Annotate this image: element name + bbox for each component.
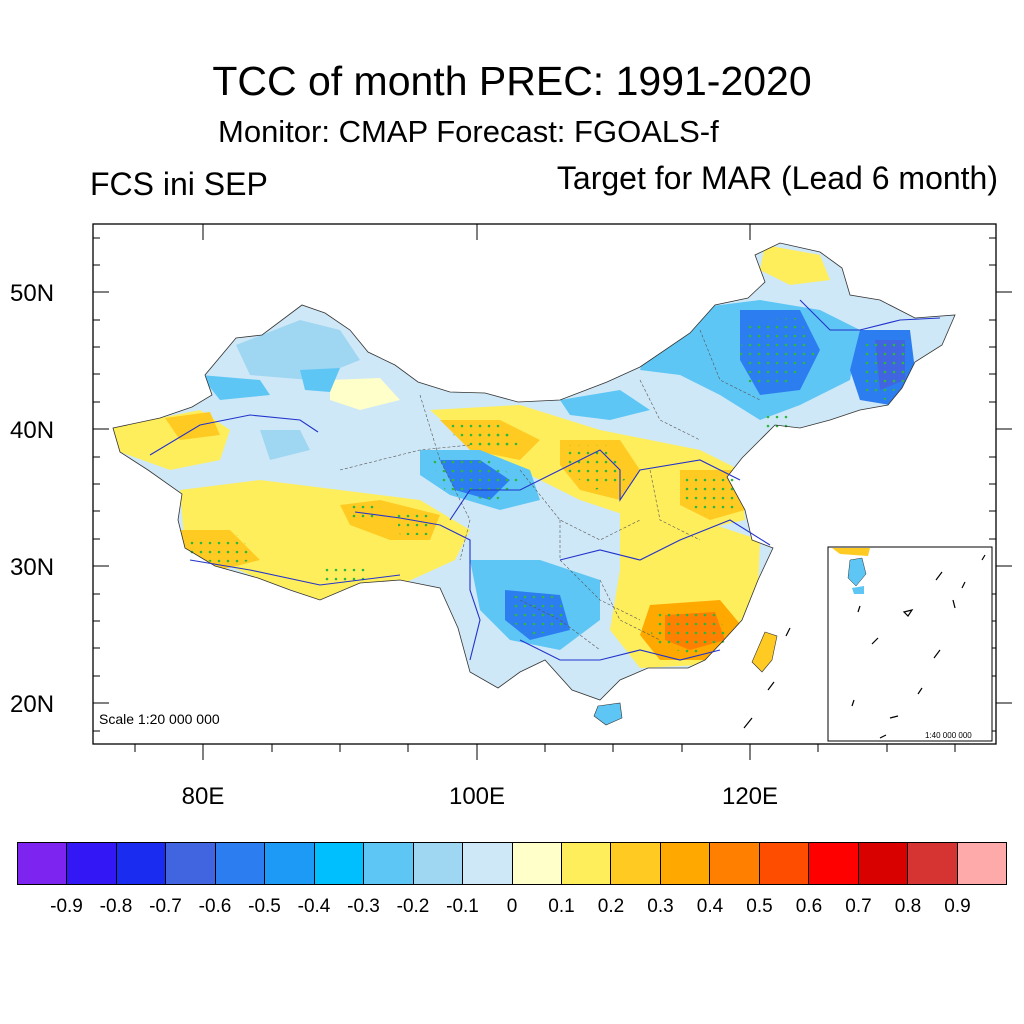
colorbar-tick-label: 0.6 (795, 896, 823, 917)
colorbar-segment (364, 843, 414, 884)
china-outline (112, 242, 956, 701)
colorbar-tick-label: 0.2 (597, 896, 625, 917)
colorbar-tick-label: 0.4 (696, 896, 724, 917)
lat-label-30n: 30N (10, 554, 55, 581)
colorbar-segment (957, 843, 1007, 884)
colorbar-segment (660, 843, 711, 884)
colorbar-segment (413, 843, 464, 884)
taiwan-island (751, 631, 778, 673)
colorbar-tick-label: -0.7 (149, 896, 182, 917)
colorbar-tick-label: 0.7 (845, 896, 872, 917)
colorbar-segment (67, 843, 117, 884)
map-title: TCC of month PREC: 1991-2020 (212, 58, 812, 104)
lon-label-100e: 100E (448, 783, 506, 810)
colorbar-segment (759, 843, 810, 884)
colorbar-segment (809, 843, 859, 884)
colorbar-segment (166, 843, 216, 884)
colorbar-segment (314, 843, 365, 884)
colorbar-tick-label: -0.3 (347, 896, 380, 917)
rivers (149, 299, 941, 661)
initialization-label: FCS ini SEP (90, 166, 268, 202)
colorbar-segment (710, 843, 760, 884)
colorbar-segment (215, 843, 266, 884)
significance-stippling (185, 318, 905, 655)
lon-label-80e: 80E (181, 783, 225, 810)
target-label: Target for MAR (Lead 6 month) (556, 160, 998, 196)
colorbar-tick-label: -0.9 (50, 896, 83, 917)
colorbar-segment (858, 843, 909, 884)
colorbar-tick-label: -0.5 (248, 896, 281, 917)
colorbar-segment (116, 843, 167, 884)
colorbar (17, 842, 1007, 885)
colorbar-segment (18, 843, 68, 884)
lat-label-40n: 40N (10, 417, 55, 444)
colorbar-tick-label: -0.4 (297, 896, 331, 917)
colorbar-segment (512, 843, 562, 884)
colorbar-segment (908, 843, 958, 884)
lat-label-50n: 50N (10, 280, 55, 307)
colorbar-segment (463, 843, 513, 884)
lat-label-20n: 20N (10, 691, 55, 718)
colorbar-tick-label: 0.3 (647, 896, 674, 917)
inset-scale-note: 1:40 000 000 (925, 731, 972, 740)
colorbar-tick-label: 0.9 (944, 896, 971, 917)
hainan-island (593, 702, 623, 726)
lon-label-120e: 120E (721, 783, 779, 810)
colorbar-tick-label: 0 (506, 896, 518, 917)
colorbar-segment (265, 843, 315, 884)
colorbar-tick-label: -0.1 (446, 896, 479, 917)
colorbar-tick-label: -0.8 (99, 896, 133, 917)
south-china-sea-inset (827, 546, 993, 742)
map-subtitle: Monitor: CMAP Forecast: FGOALS-f (218, 114, 719, 149)
colorbar-tick-label: 0.8 (894, 896, 922, 917)
colorbar-segment (561, 843, 612, 884)
colorbar-tick-label: -0.2 (396, 896, 430, 917)
colorbar-tick-label: 0.1 (548, 896, 575, 917)
colorbar-tick-label: -0.6 (198, 896, 232, 917)
scale-note: Scale 1:20 000 000 (99, 711, 220, 727)
province-borders (339, 329, 761, 651)
colorbar-segment (611, 843, 661, 884)
colorbar-tick-label: 0.5 (746, 896, 773, 917)
